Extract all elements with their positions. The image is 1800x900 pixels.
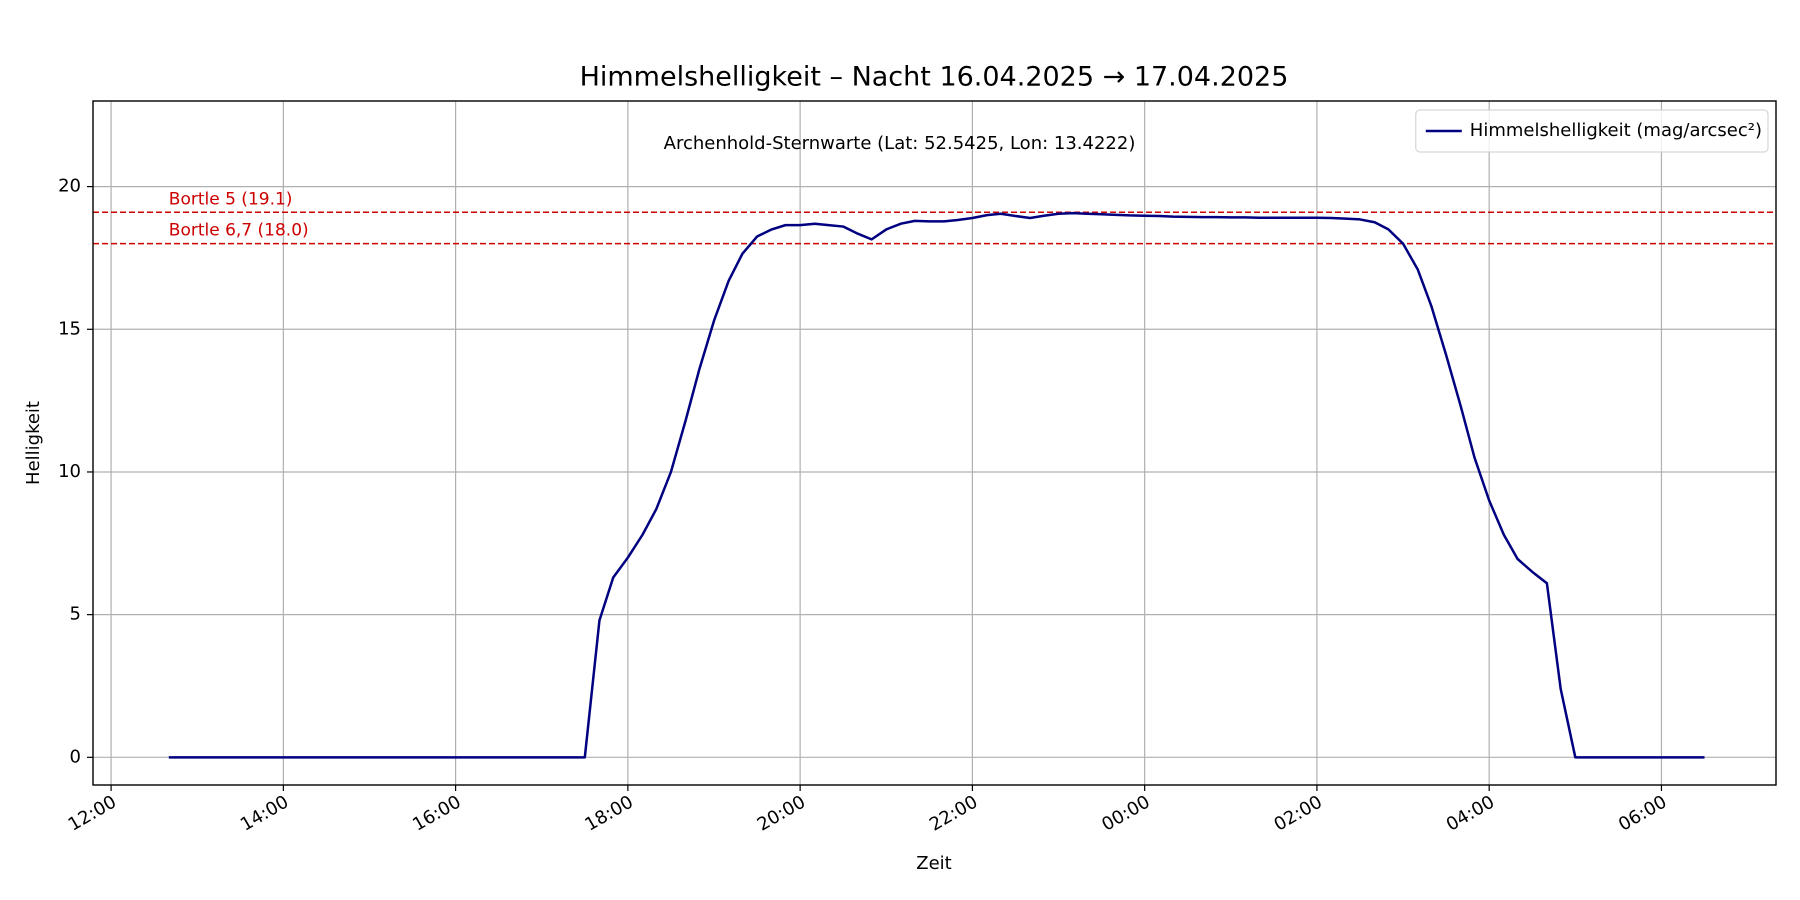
chart-title: Himmelshelligkeit – Nacht 16.04.2025 → 1… [580,62,1289,93]
y-tick-label: 10 [58,461,81,482]
x-axis-label: Zeit [916,853,951,874]
data-line [168,211,1705,759]
legend: Himmelshelligkeit (mag/arcsec²) [1415,109,1769,153]
annotation: Archenhold-Sternwarte (Lat: 52.5425, Lon… [664,133,1136,154]
legend-label: Himmelshelligkeit (mag/arcsec²) [1470,120,1762,141]
plot-frame [92,100,1777,786]
y-tick-label: 5 [70,604,81,625]
y-tick-label: 0 [70,746,81,767]
reference-label: Bortle 6,7 (18.0) [169,221,309,241]
y-tick-label: 15 [58,318,81,339]
y-tick-label: 20 [58,176,81,197]
y-axis-label: Helligkeit [23,401,44,485]
legend-box [1415,109,1769,153]
reference-label: Bortle 5 (19.1) [169,189,293,209]
